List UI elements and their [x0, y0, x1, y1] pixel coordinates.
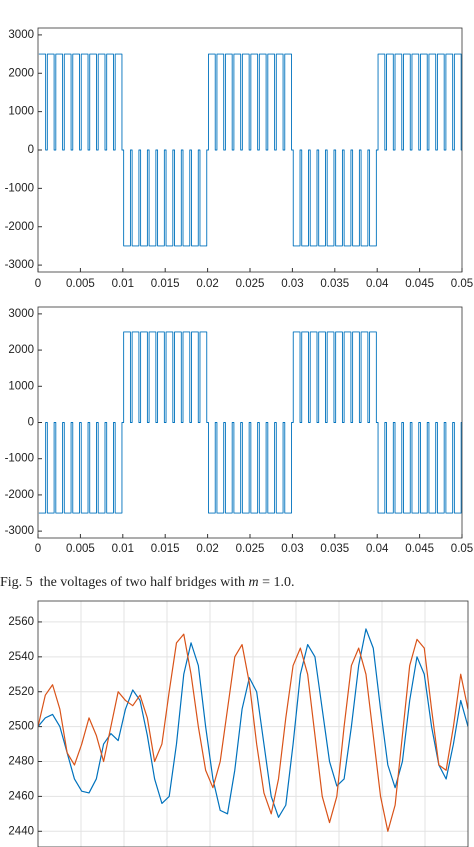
x-tick-label: 0.015	[151, 543, 180, 555]
x-tick-label: 0.04	[366, 543, 389, 555]
series-line	[38, 633, 468, 832]
x-tick-label: 0.035	[320, 543, 349, 555]
chart: -3000 -2000 -1000 0 1000 2000 3000 0 0.005 0.01 0.…	[5, 306, 473, 555]
x-tick-label: 0	[35, 278, 41, 290]
series-line	[38, 331, 462, 514]
y-tick-label: 2480	[8, 756, 34, 768]
y-tick-label: 2000	[8, 344, 34, 356]
y-tick-label: -2000	[5, 221, 34, 233]
x-tick-label: 0.025	[236, 543, 265, 555]
axes-box	[37, 600, 469, 847]
x-tick-label: 0.04	[366, 278, 389, 290]
x-tick-label: 0.02	[196, 543, 218, 555]
y-tick-label: -3000	[5, 259, 34, 271]
x-tick-label: 0.025	[236, 278, 265, 290]
y-tick-label: 2540	[8, 651, 34, 663]
x-tick-label: 0.045	[405, 278, 434, 290]
y-tick-label: 2500	[8, 721, 34, 733]
y-tick-label: 3000	[8, 308, 34, 320]
series-line	[38, 53, 462, 247]
y-tick-label: -1000	[5, 453, 34, 465]
x-tick-label: 0.03	[281, 543, 303, 555]
x-tick-label: 0.01	[112, 543, 134, 555]
y-tick-label: 2000	[8, 67, 34, 79]
axes-box	[37, 306, 463, 539]
y-tick-label: 2560	[8, 616, 34, 628]
y-tick-label: 2520	[8, 686, 34, 698]
x-tick-label: 0.045	[405, 543, 434, 555]
x-tick-label: 0.035	[320, 278, 349, 290]
x-tick-label: 0.005	[66, 278, 95, 290]
y-tick-label: -3000	[5, 525, 34, 537]
x-tick-label: 0.01	[112, 278, 134, 290]
x-tick-label: 0.005	[66, 543, 95, 555]
caption-text: Fig. 5 the voltages of two half bridges …	[0, 575, 248, 590]
chart: 2440 2460 2480 2500 2520 2540 2560	[8, 600, 469, 847]
chart: -3000 -2000 -1000 0 1000 2000 3000 0 0.005 0.01 0.…	[5, 27, 473, 290]
axes-box	[37, 27, 463, 273]
caption-text: = 1.0.	[259, 575, 295, 590]
caption: Fig. 5 the voltages of two half bridges …	[0, 575, 295, 590]
x-tick-label: 0.03	[281, 278, 303, 290]
y-tick-label: 0	[28, 417, 34, 429]
x-tick-label: 0.015	[151, 278, 180, 290]
caption-symbol: m	[248, 575, 258, 590]
y-tick-label: 1000	[8, 380, 34, 392]
y-tick-label: 0	[28, 144, 34, 156]
x-tick-label: 0.02	[196, 278, 218, 290]
x-tick-label: 0.05	[451, 543, 473, 555]
y-tick-label: 1000	[8, 106, 34, 118]
y-tick-label: -1000	[5, 182, 34, 194]
y-tick-label: -2000	[5, 489, 34, 501]
y-tick-label: 2440	[8, 825, 34, 837]
y-tick-label: 2460	[8, 790, 34, 802]
x-tick-label: 0.05	[451, 278, 473, 290]
y-tick-label: 3000	[8, 29, 34, 41]
x-tick-label: 0	[35, 543, 41, 555]
